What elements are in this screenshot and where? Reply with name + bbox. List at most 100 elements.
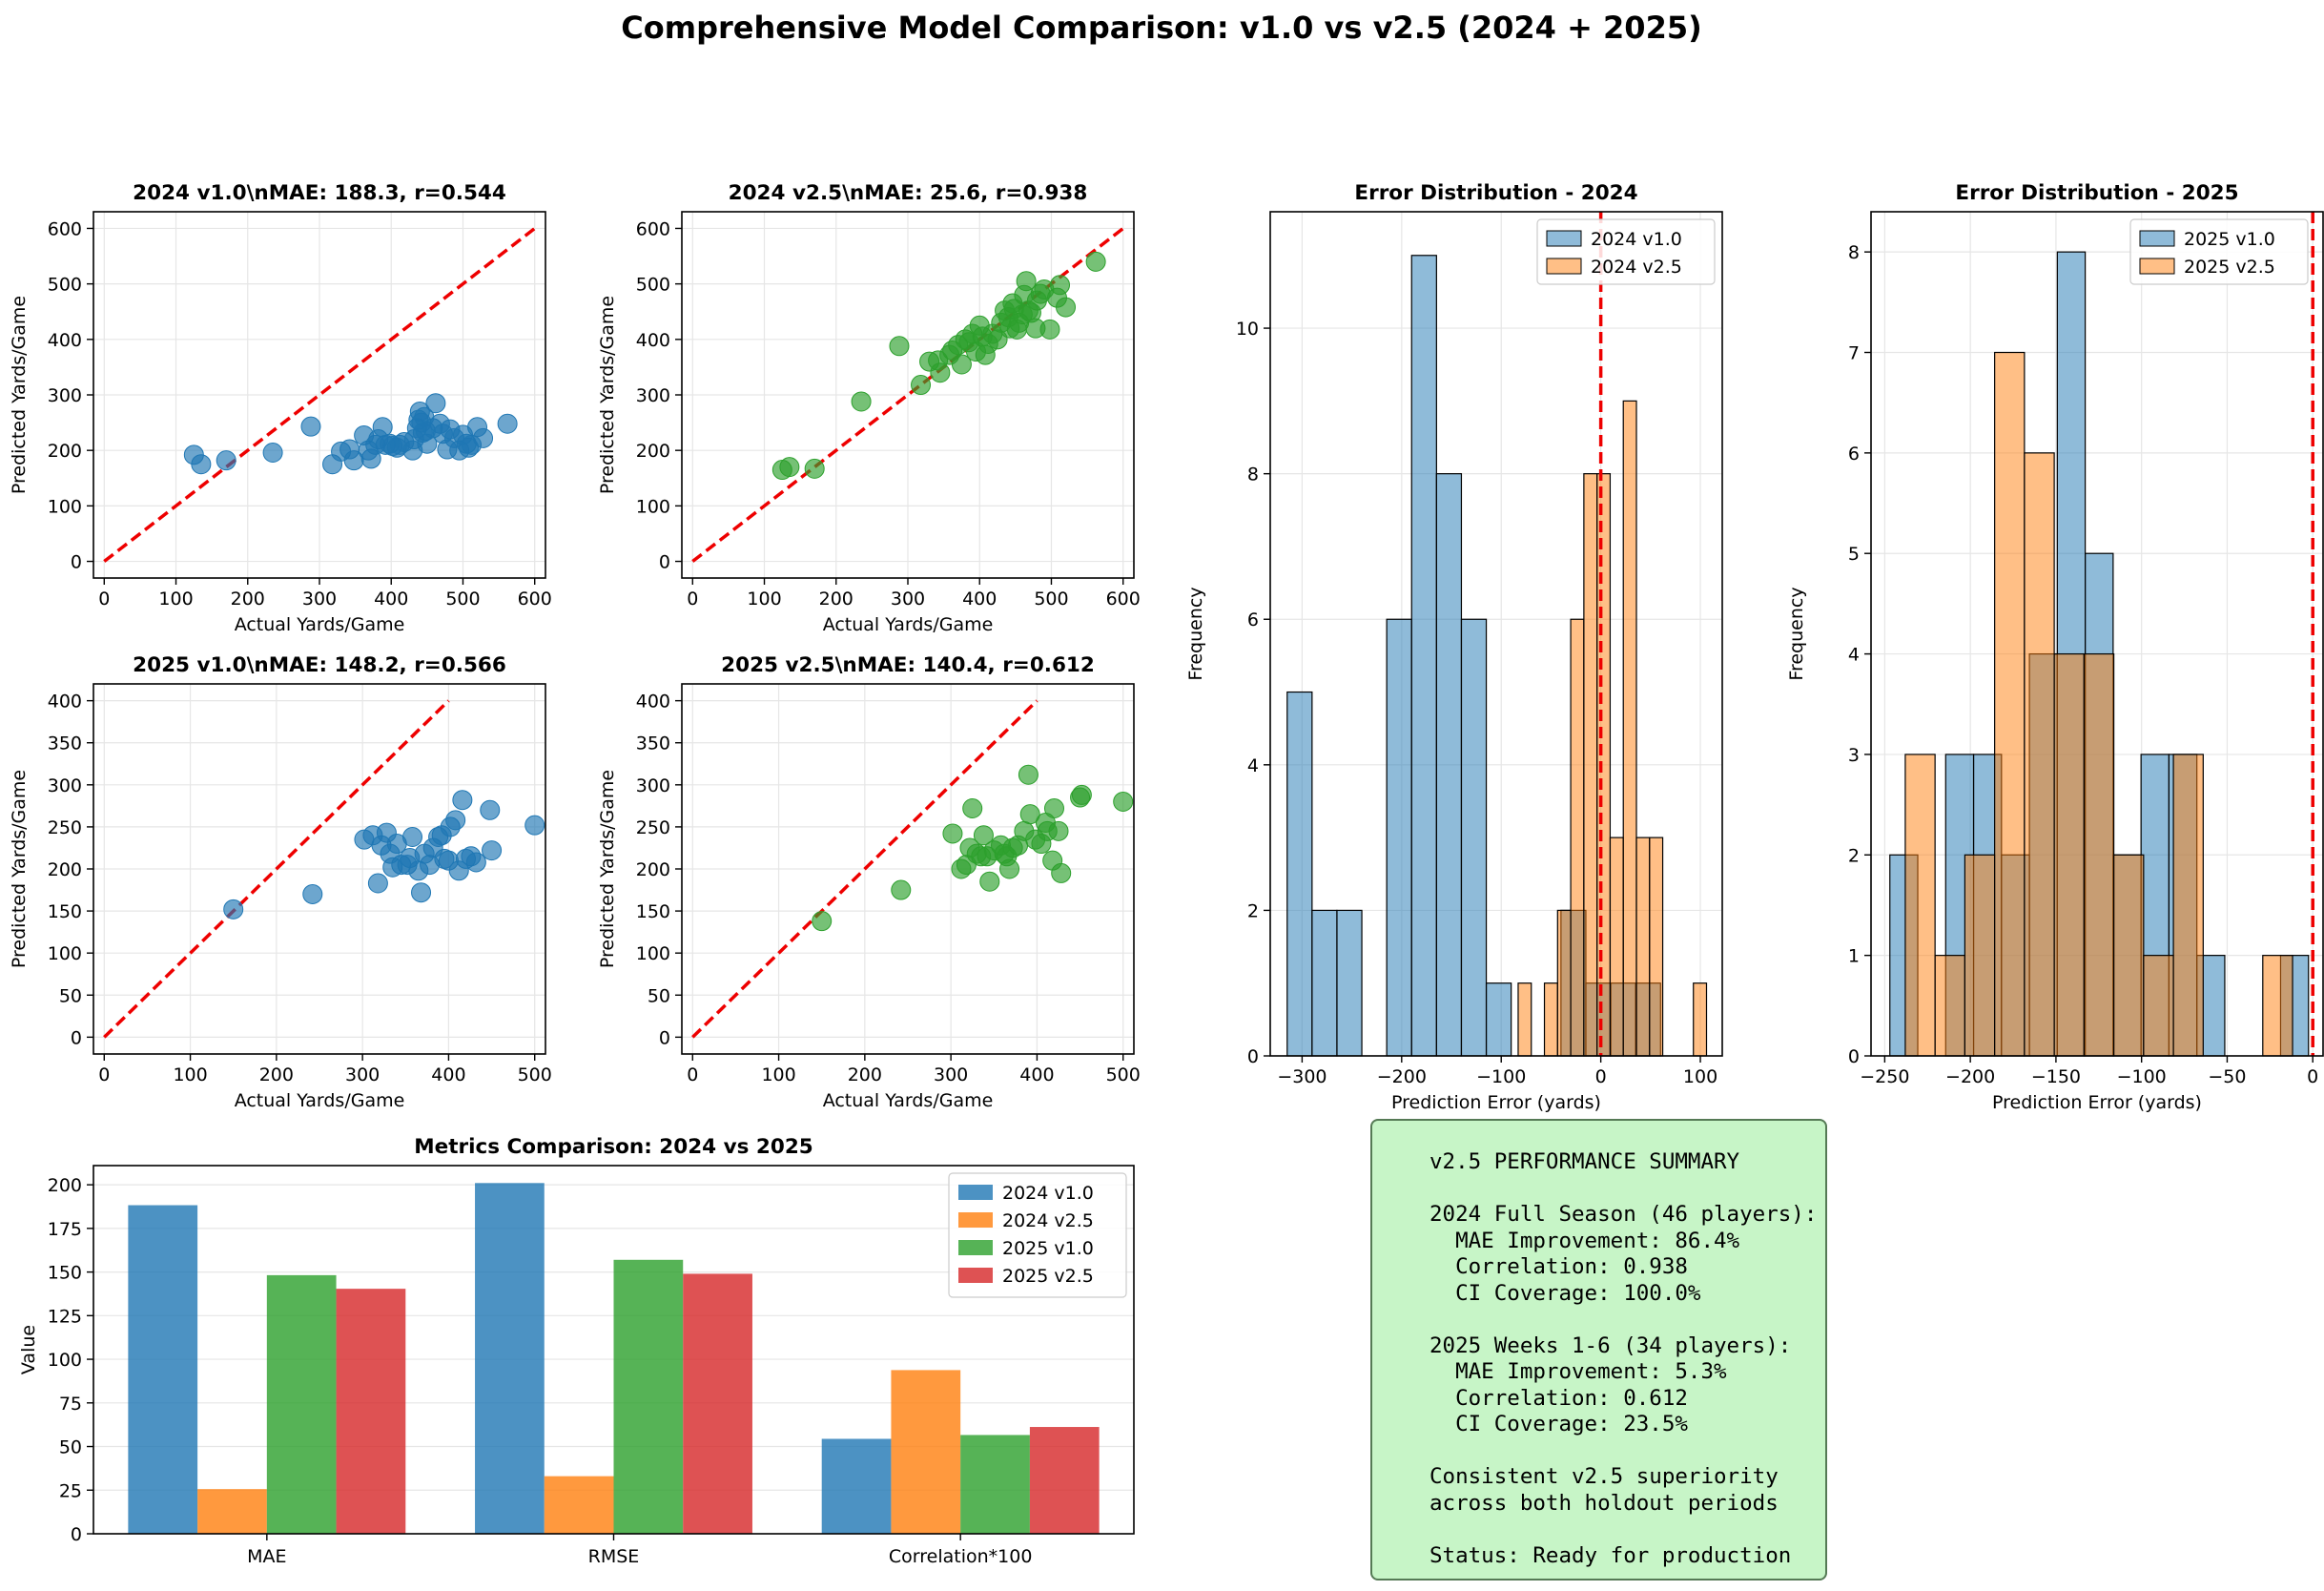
data-point: [1019, 804, 1040, 825]
legend-swatch: [2139, 258, 2175, 275]
data-point: [524, 815, 545, 836]
data-point: [889, 336, 910, 357]
y-tick-label: 5: [1848, 544, 1860, 565]
x-tick-label: −50: [2208, 1066, 2246, 1087]
histogram-bar: [1583, 473, 1598, 1057]
y-tick-label: 50: [59, 1437, 82, 1458]
x-tick-label: 300: [345, 1064, 380, 1085]
x-tick-label: 500: [1106, 1064, 1141, 1085]
histogram-bar: [1543, 982, 1558, 1057]
summary-line: v2.5 PERFORMANCE SUMMARY: [1429, 1149, 1740, 1174]
x-tick-label: 100: [173, 1064, 207, 1085]
y-tick-label: 0: [1848, 1046, 1860, 1067]
summary-line: 2025 Weeks 1-6 (34 players):: [1429, 1333, 1792, 1358]
x-tick-label: 600: [1106, 589, 1141, 610]
identity-line: [103, 227, 536, 563]
data-point: [1085, 251, 1106, 272]
data-point: [302, 883, 323, 904]
data-point: [223, 899, 244, 919]
y-tick-label: 175: [48, 1219, 82, 1240]
x-axis-label: Actual Yards/Game: [235, 614, 405, 635]
y-axis-label: Predicted Yards/Game: [597, 770, 618, 968]
histogram-bar: [1517, 982, 1532, 1057]
data-point: [445, 810, 466, 831]
y-tick-label: 0: [71, 1524, 82, 1545]
histogram-bar: [2112, 854, 2145, 1057]
x-tick-label: −200: [1945, 1066, 1995, 1087]
summary-line: [1429, 1438, 1825, 1465]
data-point: [1018, 764, 1039, 785]
summary-line: across both holdout periods: [1429, 1490, 1779, 1516]
x-tick-label: 200: [848, 1064, 882, 1085]
data-point: [1050, 275, 1071, 296]
summary-line: [1429, 1517, 1825, 1543]
legend-label: 2025 v1.0: [1002, 1238, 1094, 1259]
y-axis-label: Predicted Yards/Game: [597, 296, 618, 494]
x-axis-label: Actual Yards/Game: [823, 614, 994, 635]
y-tick-label: 600: [48, 218, 82, 239]
summary-line: [1429, 1307, 1825, 1333]
data-point: [367, 873, 388, 894]
y-tick-label: 2: [1848, 845, 1860, 866]
histogram-bar: [1964, 854, 1996, 1057]
histogram-bar: [1336, 909, 1363, 1057]
summary-line: Correlation: 0.612: [1429, 1385, 1688, 1411]
data-point: [942, 823, 963, 844]
y-tick-label: 200: [636, 859, 670, 880]
axes-title: Metrics Comparison: 2024 vs 2025: [414, 1135, 813, 1159]
summary-line: Status: Ready for production: [1429, 1542, 1792, 1568]
histogram-bar: [2143, 955, 2174, 1057]
summary-box: v2.5 PERFORMANCE SUMMARY 2024 Full Seaso…: [1370, 1119, 1827, 1581]
y-tick-label: 500: [636, 275, 670, 296]
y-tick-label: 100: [48, 1350, 82, 1371]
data-point: [465, 852, 486, 873]
y-tick-label: 3: [1848, 745, 1860, 766]
y-tick-label: 200: [636, 441, 670, 462]
y-axis-label: Frequency: [1185, 587, 1206, 680]
y-tick-label: 400: [48, 330, 82, 351]
x-tick-label: 100: [158, 589, 193, 610]
y-tick-label: 300: [48, 385, 82, 406]
data-point: [951, 354, 972, 375]
y-tick-label: 4: [1848, 645, 1860, 666]
x-tick-label: 100: [1683, 1066, 1717, 1087]
summary-line: MAE Improvement: 5.3%: [1429, 1359, 1727, 1384]
data-point: [1016, 271, 1037, 292]
x-tick-label: 200: [259, 1064, 294, 1085]
legend-label: 2025 v2.5: [2184, 257, 2275, 278]
histogram-bar: [1485, 982, 1512, 1057]
data-point: [891, 879, 912, 900]
histogram-bar: [1596, 473, 1612, 1057]
data-point: [402, 826, 423, 847]
metric-bar: [821, 1438, 892, 1534]
y-tick-label: 150: [636, 901, 670, 922]
y-tick-label: 300: [48, 775, 82, 796]
histogram-bar: [1311, 909, 1338, 1057]
legend-swatch: [958, 1240, 993, 1255]
summary-line: [1429, 1176, 1825, 1203]
data-point: [452, 790, 473, 811]
legend-label: 2025 v1.0: [2184, 229, 2275, 250]
y-tick-label: 500: [48, 275, 82, 296]
data-point: [979, 871, 1000, 892]
y-tick-label: 300: [636, 775, 670, 796]
data-point: [1071, 784, 1092, 805]
metric-bar: [197, 1489, 267, 1534]
metric-bar: [544, 1476, 614, 1534]
x-tick-label: −250: [1860, 1066, 1909, 1087]
histogram-bar: [2083, 652, 2115, 1057]
data-point: [1113, 791, 1134, 812]
summary-line: 2024 Full Season (46 players):: [1429, 1202, 1818, 1227]
x-axis-label: Prediction Error (yards): [1992, 1092, 2202, 1113]
axes-frame: [1870, 211, 2324, 1057]
histogram-bar: [2172, 754, 2204, 1057]
axes-title: 2025 v2.5\nMAE: 140.4, r=0.612: [721, 653, 1095, 677]
axes-title: 2025 v1.0\nMAE: 148.2, r=0.566: [133, 653, 506, 677]
y-tick-label: 400: [48, 692, 82, 713]
y-tick-label: 2: [1247, 900, 1259, 921]
data-point: [411, 882, 432, 903]
y-tick-label: 350: [48, 734, 82, 754]
y-axis-label: Predicted Yards/Game: [9, 296, 30, 494]
histogram-bar: [1609, 837, 1624, 1057]
y-axis-label: Predicted Yards/Game: [9, 770, 30, 968]
